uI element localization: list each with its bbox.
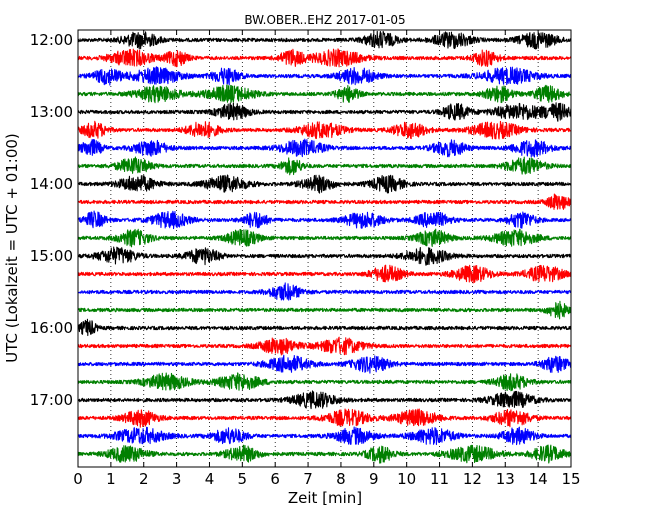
trace-1315 bbox=[77, 120, 571, 140]
y-tick-label: 14:00 bbox=[30, 175, 73, 193]
x-tick-label: 11 bbox=[430, 470, 449, 488]
x-axis-label: Zeit [min] bbox=[288, 489, 362, 507]
trace-1445 bbox=[77, 228, 572, 248]
trace-1545 bbox=[77, 300, 572, 320]
x-tick-label: 15 bbox=[561, 470, 580, 488]
trace-1345 bbox=[77, 156, 572, 176]
trace-1530 bbox=[77, 282, 572, 301]
y-tick-label: 17:00 bbox=[30, 391, 73, 409]
y-tick-label: 13:00 bbox=[30, 103, 73, 121]
y-tick-label: 16:00 bbox=[30, 319, 73, 337]
trace-1630 bbox=[77, 354, 572, 374]
x-tick-label: 1 bbox=[106, 470, 116, 488]
trace-1600 bbox=[77, 318, 572, 337]
x-tick-label: 4 bbox=[205, 470, 215, 488]
x-tick-label: 3 bbox=[172, 470, 182, 488]
trace-1245 bbox=[77, 84, 572, 104]
trace-1615 bbox=[77, 336, 572, 356]
trace-1330 bbox=[77, 138, 572, 158]
x-tick-label: 8 bbox=[336, 470, 346, 488]
x-tick-label: 0 bbox=[73, 470, 83, 488]
chart-title: BW.OBER..EHZ 2017-01-05 bbox=[244, 13, 405, 27]
trace-1500 bbox=[77, 246, 572, 266]
x-tick-label: 5 bbox=[238, 470, 248, 488]
x-tick-label: 14 bbox=[529, 470, 548, 488]
trace-1745 bbox=[77, 444, 572, 464]
trace-1515 bbox=[77, 264, 572, 284]
y-tick-label: 15:00 bbox=[30, 247, 73, 265]
x-tick-label: 2 bbox=[139, 470, 149, 488]
x-tick-label: 7 bbox=[303, 470, 313, 488]
y-tick-label: 12:00 bbox=[30, 31, 73, 49]
y-axis-label: UTC (Lokalzeit = UTC + 01:00) bbox=[3, 133, 21, 363]
x-tick-label: 10 bbox=[397, 470, 416, 488]
trace-1730 bbox=[77, 426, 572, 446]
trace-1700 bbox=[77, 390, 572, 410]
trace-1400 bbox=[77, 174, 572, 194]
y-axis-ticks: 12:00 13:00 14:00 15:00 16:00 17:00 bbox=[30, 31, 73, 409]
x-tick-label: 12 bbox=[463, 470, 482, 488]
x-tick-label: 9 bbox=[369, 470, 379, 488]
x-axis-ticks: 0 1 2 3 4 5 6 7 8 9 10 11 12 13 14 15 bbox=[73, 30, 581, 488]
trace-1215 bbox=[77, 48, 572, 68]
trace-1200 bbox=[77, 30, 572, 50]
x-tick-label: 13 bbox=[496, 470, 515, 488]
trace-1715 bbox=[77, 408, 572, 428]
trace-1300 bbox=[77, 102, 572, 122]
traces bbox=[77, 30, 572, 464]
trace-1415 bbox=[77, 193, 572, 210]
trace-1645 bbox=[77, 372, 571, 392]
trace-1230 bbox=[77, 66, 572, 86]
plot-frame bbox=[77, 29, 572, 468]
x-tick-label: 6 bbox=[270, 470, 280, 488]
trace-1430 bbox=[77, 210, 572, 230]
